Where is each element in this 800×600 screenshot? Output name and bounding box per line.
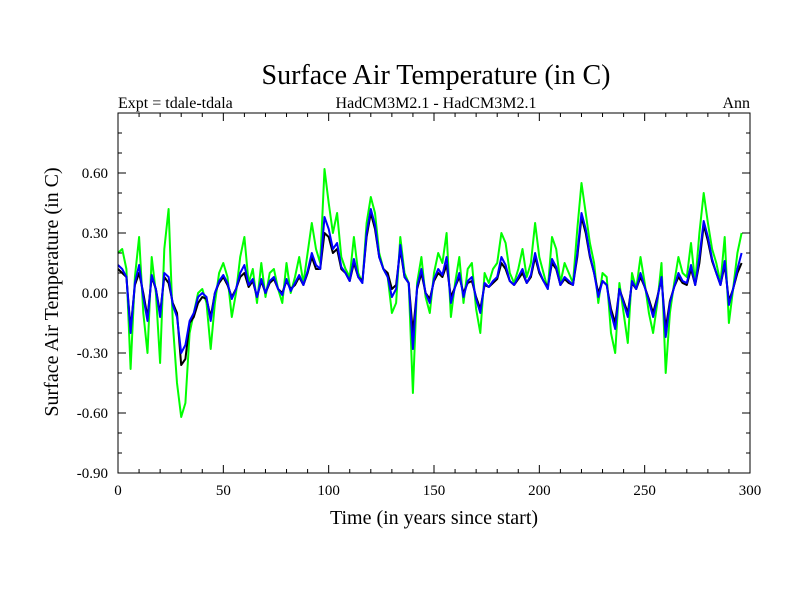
experiment-label: Expt = tdale-tdala xyxy=(118,95,233,112)
ticks-layer: 0 50 100 150 200 250 300 -0.90 -0.60 -0.30 0.00 0.3… xyxy=(77,112,762,499)
y-tick-label: -0.90 xyxy=(77,466,108,482)
x-tick-label: 150 xyxy=(423,483,446,499)
x-tick-label: 250 xyxy=(633,483,656,499)
y-tick-label: -0.30 xyxy=(77,346,108,362)
x-tick-label: 200 xyxy=(528,483,551,499)
season-label: Ann xyxy=(722,95,750,112)
series-line-blue xyxy=(117,208,743,354)
series-line-green xyxy=(117,168,743,418)
y-tick-label: 0.30 xyxy=(82,226,108,242)
x-tick-label: 100 xyxy=(317,483,340,499)
plot-frame xyxy=(117,112,751,474)
chart-title: Surface Air Temperature (in C) xyxy=(262,60,611,91)
y-tick-label: -0.60 xyxy=(77,406,108,422)
y-axis-label: Surface Air Temperature (in C) xyxy=(41,167,63,416)
y-tick-label: 0.00 xyxy=(82,286,108,302)
series-layer xyxy=(117,168,743,418)
x-tick-label: 300 xyxy=(739,483,762,499)
y-tick-label: 0.60 xyxy=(82,166,108,182)
x-axis-label: Time (in years since start) xyxy=(330,507,538,529)
x-tick-label: 0 xyxy=(114,483,122,499)
x-tick-label: 50 xyxy=(216,483,231,499)
model-label: HadCM3M2.1 - HadCM3M2.1 xyxy=(336,95,537,112)
